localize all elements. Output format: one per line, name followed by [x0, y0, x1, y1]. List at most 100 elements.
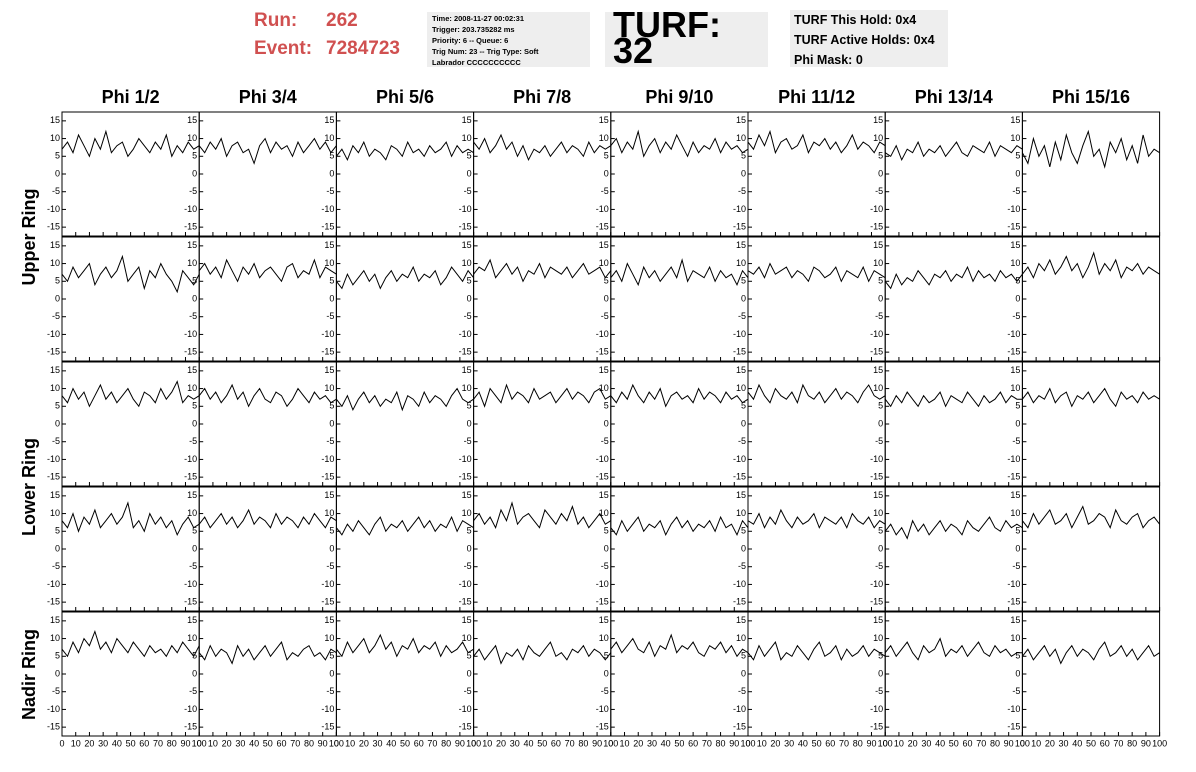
y-tick-label: 15 [1010, 365, 1020, 375]
y-tick-label: -10 [321, 204, 334, 214]
panel-frame [884, 111, 1023, 237]
y-tick-label: -5 [1012, 186, 1020, 196]
waveform [610, 129, 749, 158]
y-tick-label: -5 [1012, 311, 1020, 321]
row-label: Lower Ring [19, 438, 39, 536]
x-tick-label: 20 [359, 738, 369, 748]
y-tick-label: 10 [599, 133, 609, 143]
y-tick-label: -5 [601, 436, 609, 446]
y-tick-label: -5 [52, 311, 60, 321]
y-tick-label: 0 [329, 418, 334, 428]
y-tick-label: 15 [324, 240, 334, 250]
y-tick-label: 5 [604, 651, 609, 661]
y-tick-label: 5 [55, 526, 60, 536]
waveform [1022, 251, 1160, 280]
waveform [473, 133, 612, 162]
waveform [1022, 641, 1160, 665]
y-tick-label: 5 [192, 151, 197, 161]
y-tick-label: 15 [462, 365, 472, 375]
y-tick-label: 0 [878, 543, 883, 553]
y-tick-label: -15 [184, 347, 197, 357]
y-tick-label: 5 [604, 276, 609, 286]
y-tick-label: 5 [604, 151, 609, 161]
y-tick-label: 10 [324, 508, 334, 518]
panel-frame [61, 361, 200, 487]
x-tick-label: 20 [908, 738, 918, 748]
y-tick-label: 5 [467, 526, 472, 536]
y-tick-label: 15 [599, 615, 609, 625]
y-tick-label: 0 [55, 293, 60, 303]
y-tick-label: -10 [321, 329, 334, 339]
y-tick-label: 10 [1010, 383, 1020, 393]
y-tick-label: 10 [1010, 258, 1020, 268]
y-tick-label: -5 [875, 561, 883, 571]
y-tick-label: 5 [1015, 526, 1020, 536]
y-tick-label: -5 [326, 186, 334, 196]
y-tick-label: 5 [329, 651, 334, 661]
waveform [884, 391, 1023, 408]
y-tick-label: -15 [1007, 597, 1020, 607]
x-tick-label: 80 [304, 738, 314, 748]
y-tick-label: -15 [1007, 722, 1020, 732]
y-tick-label: 10 [736, 133, 746, 143]
y-tick-label: -5 [52, 686, 60, 696]
x-tick-label: 10 [757, 738, 767, 748]
y-tick-label: -15 [184, 222, 197, 232]
panel-frame [61, 486, 200, 612]
x-tick-label: 30 [235, 738, 245, 748]
waveform [198, 641, 337, 665]
y-tick-label: -5 [52, 436, 60, 446]
panel-frame [473, 486, 612, 612]
y-tick-label: -5 [875, 311, 883, 321]
x-tick-label: 60 [688, 738, 698, 748]
y-tick-label: 10 [187, 633, 197, 643]
y-tick-label: -15 [596, 597, 609, 607]
y-tick-label: -5 [189, 436, 197, 446]
y-tick-label: 5 [55, 151, 60, 161]
y-tick-label: 15 [1010, 240, 1020, 250]
panel-frame [335, 236, 475, 362]
y-tick-label: 0 [192, 543, 197, 553]
y-tick-label: 10 [187, 258, 197, 268]
y-tick-label: -10 [184, 579, 197, 589]
y-tick-label: 15 [1010, 490, 1020, 500]
y-tick-label: -5 [1012, 686, 1020, 696]
x-tick-label: 80 [1127, 738, 1137, 748]
y-tick-label: 10 [736, 258, 746, 268]
y-tick-label: 15 [736, 365, 746, 375]
panel-frame [1021, 611, 1161, 737]
x-tick-label: 50 [263, 738, 273, 748]
panel-frame [747, 486, 886, 612]
y-tick-label: 15 [50, 115, 60, 125]
y-tick-label: -5 [1012, 561, 1020, 571]
waveform [336, 515, 474, 536]
column-title: Phi 13/14 [915, 87, 993, 107]
y-tick-label: 15 [187, 115, 197, 125]
x-tick-label: 10 [71, 738, 81, 748]
y-tick-label: -5 [189, 186, 197, 196]
y-tick-label: -10 [184, 329, 197, 339]
y-tick-label: 15 [873, 240, 883, 250]
y-tick-label: 5 [604, 401, 609, 411]
y-tick-label: 5 [467, 276, 472, 286]
x-tick-label: 30 [510, 738, 520, 748]
x-tick-label: 90 [866, 738, 876, 748]
panel-frame [473, 111, 612, 237]
y-tick-label: 15 [599, 115, 609, 125]
panel-frame [198, 611, 337, 737]
y-tick-label: 10 [462, 383, 472, 393]
waveform [198, 137, 337, 165]
y-tick-label: -10 [321, 579, 334, 589]
y-tick-label: -15 [733, 722, 746, 732]
panel-frame [747, 611, 886, 737]
y-tick-label: 0 [55, 418, 60, 428]
panel-frame [884, 236, 1023, 362]
y-tick-label: 0 [192, 668, 197, 678]
x-tick-label: 60 [277, 738, 287, 748]
y-tick-label: 10 [187, 133, 197, 143]
x-tick-label: 60 [551, 738, 561, 748]
row-label: Upper Ring [19, 189, 39, 286]
y-tick-label: -5 [189, 561, 197, 571]
column-title: Phi 7/8 [513, 87, 571, 107]
